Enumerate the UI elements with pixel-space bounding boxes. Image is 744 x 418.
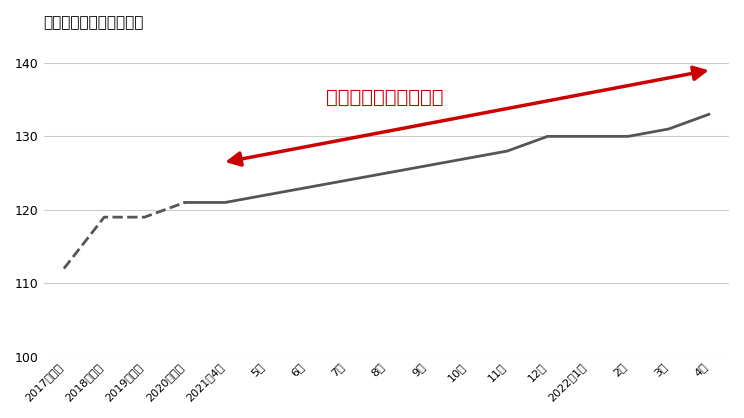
Text: 建築費指数（倉庫）推移: 建築費指数（倉庫）推移 xyxy=(44,15,144,30)
Text: １年で約１０％の上昇: １年で約１０％の上昇 xyxy=(326,88,443,107)
